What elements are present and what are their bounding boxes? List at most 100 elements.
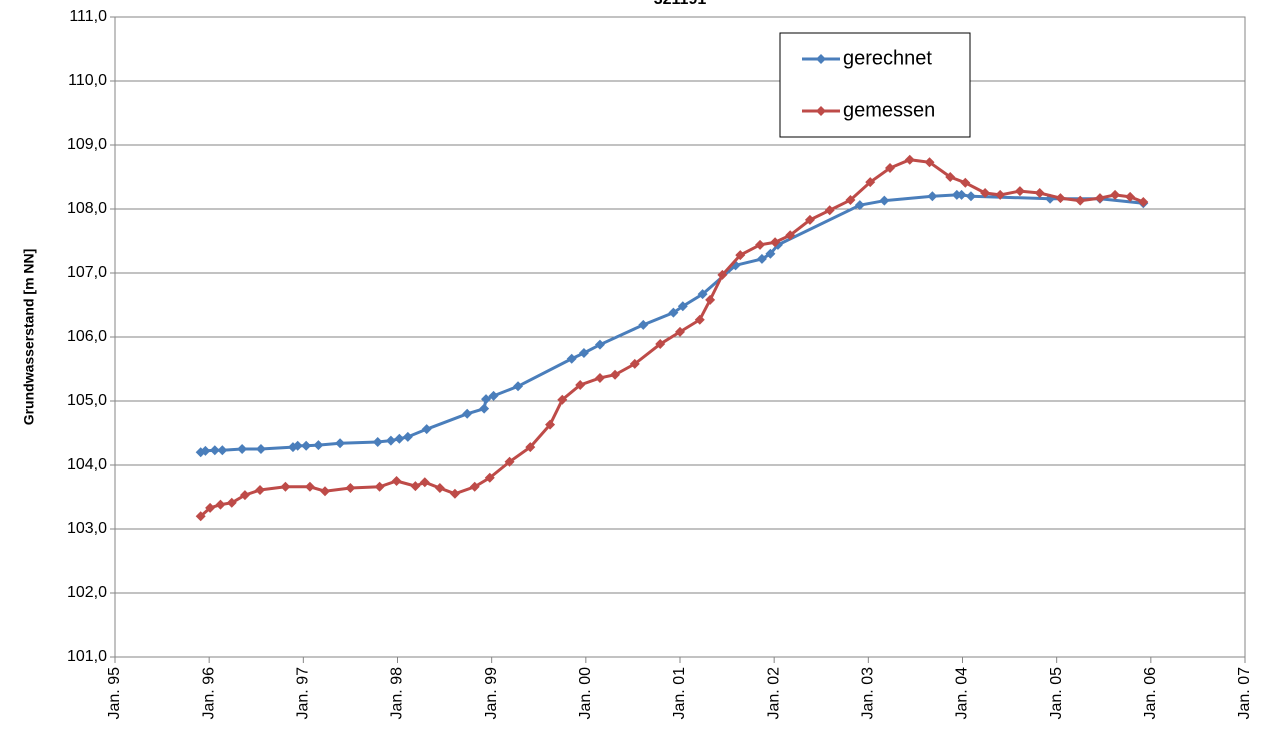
data-point [462,408,473,419]
data-point [525,442,536,453]
data-point [717,269,728,280]
data-point [845,195,856,206]
data-point [705,294,716,305]
y-tick-label: 111,0 [69,8,107,25]
data-point [756,253,767,264]
data-point [804,214,815,225]
data-point [513,381,524,392]
y-tick-label: 105,0 [67,392,107,409]
legend-marker [816,106,826,116]
data-point [215,499,226,510]
data-point [484,472,495,483]
data-point [995,189,1006,200]
data-point [865,177,876,188]
data-point [205,502,216,513]
data-point [629,358,640,369]
data-point [391,476,402,486]
x-tick-label: Jan. 06 [1142,667,1159,720]
y-tick-label: 101,0 [67,648,107,665]
x-tick-label: Jan. 95 [106,667,123,720]
data-point [578,348,589,358]
data-point [755,239,766,250]
data-point [980,188,991,198]
data-point [927,191,938,202]
plot-border [114,16,1246,658]
data-point [765,248,776,259]
data-point [1055,193,1066,204]
data-point [209,445,220,456]
data-point [1094,193,1105,204]
data-point [545,419,556,430]
data-point [449,488,460,499]
data-point [785,230,796,241]
x-tick-label: Jan. 98 [389,667,406,720]
data-point [960,177,971,188]
x-tick-label: Jan. 05 [1048,667,1065,720]
x-tick-label: Jan. 97 [295,667,312,720]
data-point [481,394,492,405]
y-tick-label: 108,0 [67,200,107,217]
data-point [394,433,405,444]
data-point [469,481,480,492]
y-tick-label: 106,0 [67,328,107,345]
x-tick-label: Jan. 00 [577,667,594,720]
data-point [610,369,621,380]
data-point [280,481,291,492]
data-point [226,497,237,508]
x-tick-label: Jan. 99 [483,667,500,720]
data-point [434,483,445,494]
data-point [421,424,432,435]
y-tick-label: 109,0 [67,136,107,153]
data-point [956,189,967,200]
data-point [924,157,935,168]
data-point [345,483,356,494]
data-point [1138,196,1149,207]
data-point [319,486,330,497]
data-point [385,435,396,446]
data-point [1110,189,1121,200]
data-point [1034,188,1045,198]
legend-box [779,32,971,138]
data-point [372,436,383,447]
data-point [594,339,605,350]
data-point [410,481,421,492]
y-axis-label: Grundwasserstand [m NN] [21,249,37,426]
x-tick-label: Jan. 07 [1236,667,1253,720]
data-point [1014,186,1025,197]
data-point [488,390,499,401]
legend-marker [816,54,826,64]
y-tick-label: 107,0 [67,264,107,281]
data-point [655,339,666,350]
data-point [735,250,746,261]
data-point [824,205,835,216]
data-point [884,163,895,174]
series-line [199,158,1144,518]
data-point [675,326,685,337]
legend-label: gerechnet [843,47,932,69]
data-point [668,307,679,318]
data-point [770,237,781,248]
data-point [479,403,490,414]
data-point [301,440,312,451]
data-point [255,444,266,454]
data-point [854,200,865,211]
data-point [237,444,248,454]
data-point [419,477,430,488]
data-point [965,191,976,202]
data-point [195,511,206,522]
data-point [575,380,586,390]
data-point [594,372,605,383]
y-tick-label: 102,0 [67,584,107,601]
series-line [200,193,1144,454]
data-point [313,440,324,451]
data-point [904,154,915,165]
legend-label: gemessen [843,99,935,121]
data-point [255,484,266,495]
data-point [374,481,385,492]
data-point [697,289,708,300]
data-point [694,314,705,325]
data-point [504,456,515,467]
data-point [200,445,211,456]
